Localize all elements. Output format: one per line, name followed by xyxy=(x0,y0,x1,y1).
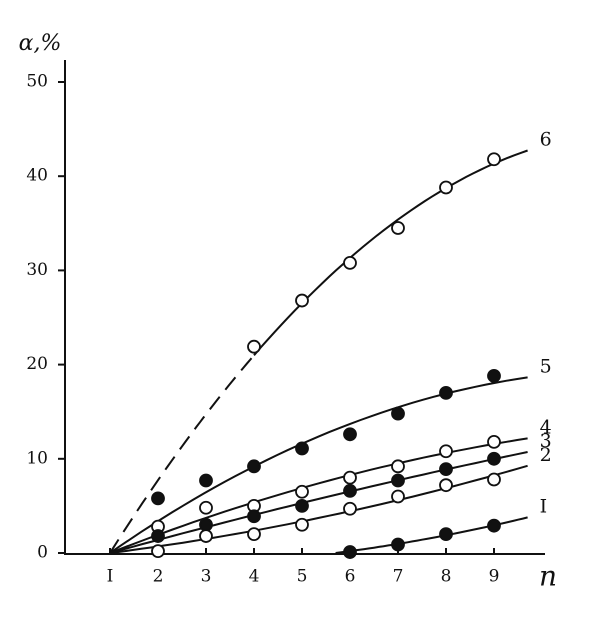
data-point xyxy=(247,509,261,524)
series-label: 3 xyxy=(540,430,552,452)
y-tick-label: 20 xyxy=(26,354,48,374)
data-point xyxy=(391,473,405,488)
x-tick-label: 8 xyxy=(441,567,452,587)
data-point xyxy=(487,369,501,383)
x-tick-label: 5 xyxy=(297,567,308,587)
data-point xyxy=(391,537,405,552)
data-point xyxy=(343,470,357,485)
data-point xyxy=(391,459,405,474)
x-tick-label: 7 xyxy=(393,567,404,587)
series-label: 2 xyxy=(540,444,552,466)
data-point xyxy=(247,339,261,354)
y-tick-label: 40 xyxy=(26,166,48,186)
data-point xyxy=(343,427,357,442)
x-tick-label: 6 xyxy=(345,567,356,587)
data-point xyxy=(487,518,501,533)
data-point xyxy=(487,472,501,487)
fit-curve xyxy=(109,464,528,554)
x-axis-label: n xyxy=(539,560,557,593)
data-point xyxy=(343,501,357,516)
data-point xyxy=(295,293,309,308)
data-point xyxy=(487,434,501,449)
data-point xyxy=(151,491,165,506)
data-point xyxy=(247,527,261,542)
data-point xyxy=(295,498,309,513)
data-point xyxy=(439,180,453,195)
series-label: 6 xyxy=(540,128,552,150)
data-point xyxy=(439,527,453,542)
x-tick-label: 4 xyxy=(249,567,260,587)
data-point xyxy=(199,500,213,515)
data-point xyxy=(343,545,357,559)
data-point xyxy=(199,529,213,543)
y-tick-label: 0 xyxy=(37,543,48,563)
data-point xyxy=(487,152,501,167)
x-tick-label: 3 xyxy=(201,567,212,587)
data-point xyxy=(151,529,165,543)
y-tick-label: 50 xyxy=(26,72,48,92)
x-tick-label: 2 xyxy=(153,567,164,587)
data-point xyxy=(295,517,309,532)
data-point xyxy=(247,459,261,474)
series-label: 4 xyxy=(540,416,552,438)
fit-curve xyxy=(253,149,528,356)
fit-curve xyxy=(109,451,528,554)
fit-curve-dashed xyxy=(109,354,255,554)
x-tick-label: I xyxy=(107,567,114,587)
data-point xyxy=(295,484,309,499)
data-point xyxy=(343,255,357,270)
data-point xyxy=(199,473,213,488)
data-point xyxy=(439,444,453,459)
data-point xyxy=(439,462,453,477)
fit-curve xyxy=(109,376,528,554)
data-point xyxy=(487,451,501,466)
data-point xyxy=(439,385,453,400)
series-label: I xyxy=(540,495,548,517)
series-label: 5 xyxy=(540,355,552,377)
data-point xyxy=(343,483,357,498)
fit-curve xyxy=(109,437,528,554)
y-tick-label: 30 xyxy=(26,260,48,280)
y-tick-label: 10 xyxy=(26,448,48,468)
data-point xyxy=(151,544,165,559)
data-point xyxy=(391,221,405,235)
data-point xyxy=(391,406,405,421)
data-point xyxy=(391,489,405,504)
data-point xyxy=(439,478,453,493)
x-tick-label: 9 xyxy=(489,567,500,587)
data-point xyxy=(295,441,309,456)
y-axis-label: ɑ,% xyxy=(19,31,62,56)
data-point xyxy=(199,517,213,532)
